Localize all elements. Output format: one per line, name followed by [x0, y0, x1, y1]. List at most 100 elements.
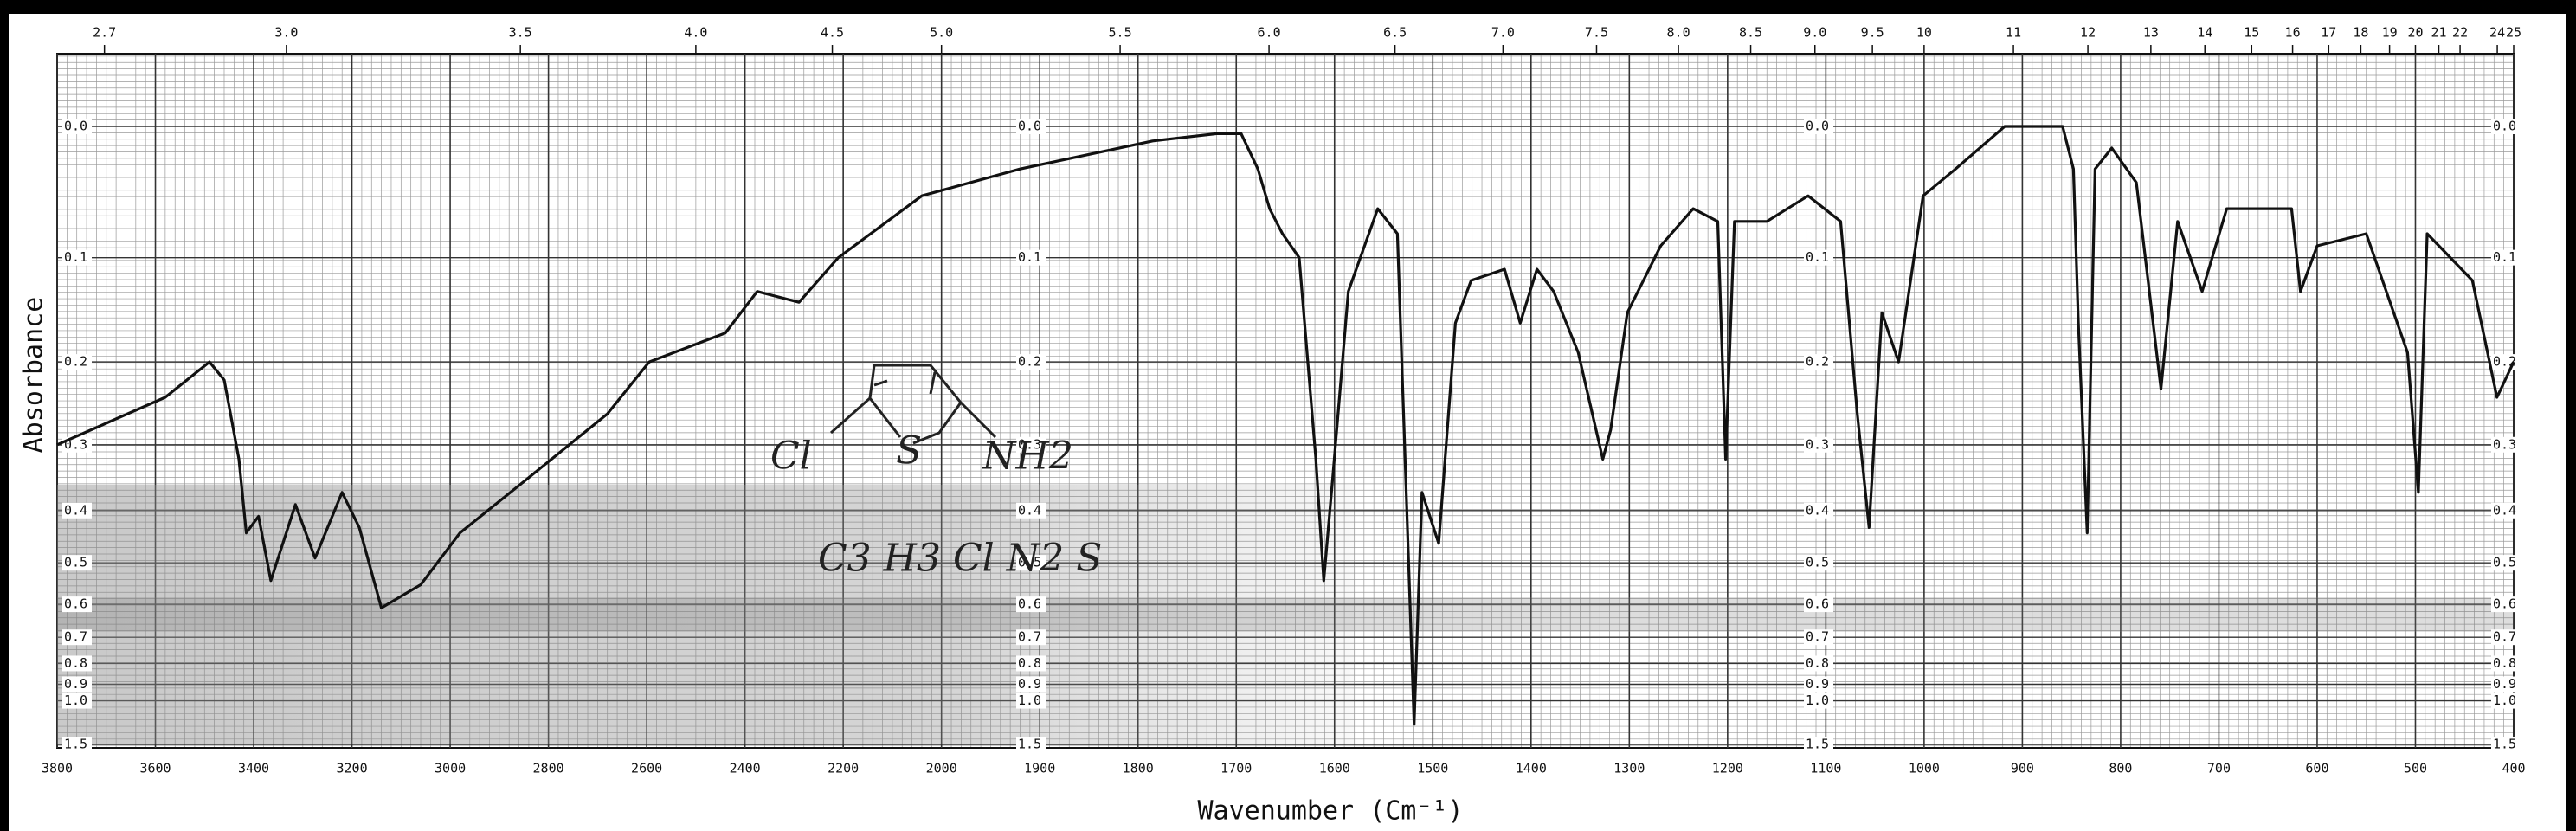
x2-tick-label: 11 [2006, 25, 2021, 41]
y-tick-label: 0.0 [1018, 119, 1041, 134]
tick-label-bg [62, 737, 92, 752]
x-tick-label: 2600 [631, 761, 662, 776]
x2-tick-label: 17 [2321, 25, 2336, 41]
tick-label-bg [62, 692, 92, 709]
x-tick-label: 3800 [42, 761, 73, 776]
x2-tick-label: 6.0 [1258, 25, 1281, 41]
x-tick-label: 400 [2502, 761, 2525, 776]
tick-label-bg [2491, 676, 2521, 692]
tick-label-bg [1804, 676, 1833, 692]
x2-tick-label: 3.5 [509, 25, 532, 41]
tick-label-bg [1016, 737, 1046, 752]
tick-label-bg [2491, 502, 2521, 519]
x2-tick-label: 15 [2244, 25, 2259, 41]
x2-tick-label: 24 [2489, 25, 2505, 41]
tick-label-bg [2491, 629, 2521, 646]
x2-tick-label: 8.0 [1667, 25, 1690, 41]
y-tick-label: 0.3 [1018, 436, 1041, 452]
y-tick-label: 0.2 [2493, 354, 2516, 370]
tick-label-bg [62, 629, 92, 646]
y-tick-label: 0.9 [64, 676, 87, 692]
y-tick-label: 0.5 [1018, 555, 1041, 570]
y-tick-label: 0.5 [2493, 555, 2516, 570]
x-tick-label: 2000 [926, 761, 957, 776]
right-band [2566, 0, 2576, 831]
y-tick-label: 1.5 [2493, 737, 2516, 752]
x-tick-label: 500 [2404, 761, 2427, 776]
x2-tick-label: 10 [1916, 25, 1932, 41]
y-tick-label: 1.0 [1806, 692, 1829, 708]
tick-label-bg [1016, 354, 1046, 370]
tick-label-bg [1016, 502, 1046, 519]
marks: 3800 3600 3400 3200 3000 2800 2600 2400 2200 2000… [42, 25, 2526, 776]
x2-tick-label: 2.7 [93, 25, 116, 41]
x-tick-label: 700 [2207, 761, 2231, 776]
y-tick-label: 0.9 [1018, 676, 1041, 692]
tick-label-bg [1804, 629, 1833, 646]
x-tick-label: 1500 [1417, 761, 1448, 776]
tick-label-bg [1804, 655, 1833, 672]
y-tick-label: 0.4 [64, 502, 87, 518]
tick-label-bg [62, 354, 92, 370]
y-tick-label: 0.7 [1806, 629, 1829, 645]
x-tick-label: 1600 [1319, 761, 1350, 776]
y-tick-label: 1.5 [1806, 737, 1829, 752]
tick-label-bg [62, 119, 92, 134]
x2-tick-label: 7.5 [1585, 25, 1608, 41]
tick-label-bg [1804, 436, 1833, 453]
tick-label-bg [1016, 436, 1046, 453]
x2-tick-label: 21 [2431, 25, 2446, 41]
tick-label-bg [2491, 737, 2521, 752]
y-tick-label: 1.0 [1018, 692, 1041, 708]
tick-label-bg [1016, 249, 1046, 266]
x2-tick-label: 7.0 [1491, 25, 1515, 41]
tick-label-bg [1804, 692, 1833, 709]
y-tick-label: 0.7 [64, 629, 87, 645]
tick-label-bg [1016, 629, 1046, 646]
y-tick-label: 0.8 [64, 655, 87, 671]
x2-tick-label: 4.0 [684, 25, 707, 41]
y-tick-label: 0.5 [64, 555, 87, 570]
tick-label-bg [1016, 676, 1046, 692]
tick-label-bg [1804, 119, 1833, 134]
y-tick-label: 0.2 [1018, 354, 1041, 370]
x2-tick-label: 8.5 [1739, 25, 1762, 41]
x2-tick-label: 18 [2353, 25, 2368, 41]
tick-label-bg [62, 502, 92, 519]
tick-label-bg [2491, 692, 2521, 709]
x-tick-label: 1200 [1712, 761, 1743, 776]
tick-label-bg [1804, 555, 1833, 571]
y-tick-label: 0.6 [64, 596, 87, 612]
band [57, 597, 2514, 632]
y-tick-label: 0.4 [1806, 502, 1829, 518]
y-tick-label: 0.2 [1806, 354, 1829, 370]
structure-sketch [830, 364, 997, 445]
x-tick-label: 800 [2109, 761, 2132, 776]
tick-label-bg [62, 249, 92, 266]
x2-tick-label: 5.0 [930, 25, 953, 41]
y-tick-label: 0.7 [1018, 629, 1041, 645]
tick-label-bg [2491, 119, 2521, 134]
x-tick-label: 1300 [1613, 761, 1645, 776]
y-tick-label: 0.3 [1806, 436, 1829, 452]
y-tick-label: 1.0 [64, 692, 87, 708]
tick-label-bg [1016, 119, 1046, 134]
annotation: Cl [770, 435, 812, 479]
tick-label-bg [62, 676, 92, 692]
y-tick-label: 0.9 [1806, 676, 1829, 692]
y-tick-label: 0.6 [1806, 596, 1829, 612]
tick-label-bg [2491, 655, 2521, 672]
x-tick-label: 1700 [1220, 761, 1252, 776]
y-tick-label: 0.4 [1018, 502, 1041, 518]
y-tick-label: 0.6 [2493, 596, 2516, 612]
y-tick-label: 0.3 [2493, 436, 2516, 452]
top-band [0, 0, 2576, 14]
x-axis-label: Wavenumber (Cm⁻¹) [1197, 796, 1463, 827]
x2-tick-label: 3.0 [274, 25, 298, 41]
y-tick-label: 0.4 [2493, 502, 2516, 518]
x-tick-label: 2400 [730, 761, 761, 776]
x2-tick-label: 16 [2285, 25, 2301, 41]
x2-tick-label: 6.5 [1383, 25, 1407, 41]
x2-tick-label: 5.5 [1109, 25, 1132, 41]
